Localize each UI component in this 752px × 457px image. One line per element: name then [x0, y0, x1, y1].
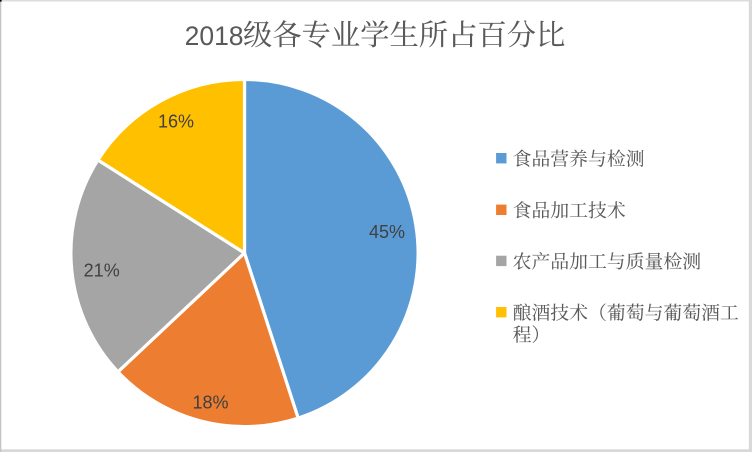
svg-text:2018: 2018	[185, 21, 244, 51]
svg-text:16%: 16%	[158, 111, 194, 131]
svg-text:45%: 45%	[369, 222, 405, 242]
svg-text:18%: 18%	[192, 393, 228, 413]
svg-text:21%: 21%	[84, 261, 120, 281]
